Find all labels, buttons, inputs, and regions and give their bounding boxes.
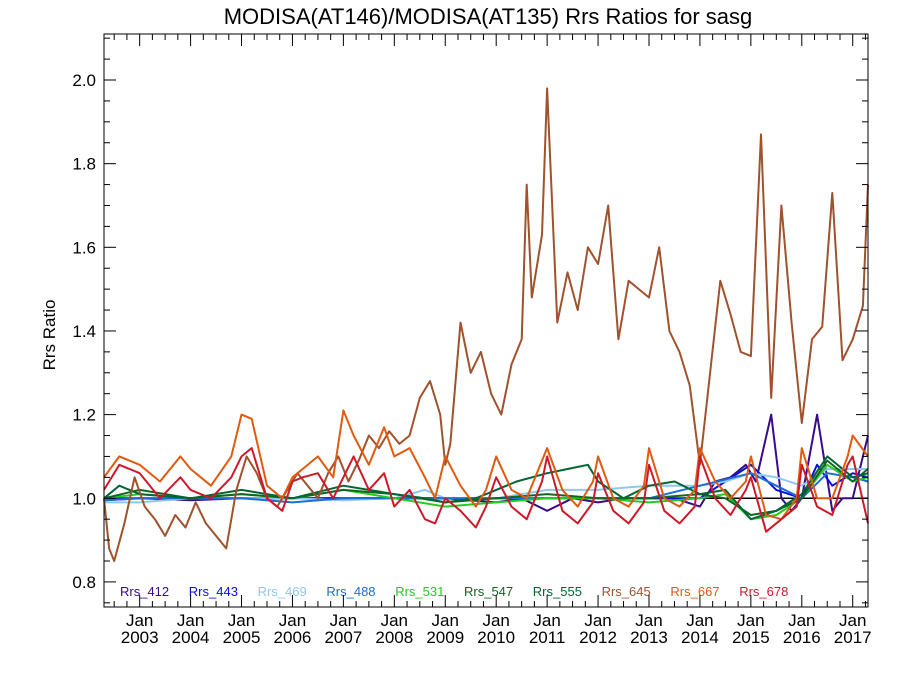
plot-frame: [103, 33, 869, 608]
series-line-rrs-555: [103, 455, 869, 521]
legend-entry-rrs-645: Rrs_645: [602, 584, 651, 599]
x-tick-year-label: 2007: [324, 628, 362, 647]
x-tick-month-label: Jan: [432, 611, 459, 630]
x-tick-year-label: 2013: [630, 628, 668, 647]
x-tick-year-label: 2004: [172, 628, 210, 647]
x-tick-year-label: 2016: [783, 628, 821, 647]
x-tick-month-label: Jan: [788, 611, 815, 630]
x-tick-year-label: 2011: [529, 628, 566, 647]
x-tick-year-label: 2009: [426, 628, 464, 647]
x-tick-year-label: 2003: [121, 628, 159, 647]
legend-entry-rrs-488: Rrs_488: [326, 584, 375, 599]
legend-entry-rrs-667: Rrs_667: [670, 584, 719, 599]
x-tick-month-label: Jan: [584, 611, 611, 630]
x-tick-year-label: 2005: [223, 628, 261, 647]
x-tick-month-label: Jan: [330, 611, 357, 630]
x-tick-month-label: Jan: [533, 611, 560, 630]
legend-entry-rrs-555: Rrs_555: [533, 584, 582, 599]
legend-entry-rrs-469: Rrs_469: [258, 584, 307, 599]
x-tick-month-label: Jan: [839, 611, 866, 630]
x-tick-month-label: Jan: [279, 611, 306, 630]
y-tick-label: 1.0: [72, 489, 96, 508]
x-tick-month-label: Jan: [228, 611, 255, 630]
series-line-rrs-469: [104, 468, 868, 504]
legend-entry-rrs-412: Rrs_412: [120, 584, 169, 599]
y-tick-label: 1.6: [72, 238, 96, 257]
series-line-rrs-667: [103, 409, 869, 521]
legend-entry-rrs-531: Rrs_531: [395, 584, 444, 599]
y-tick-label: 0.8: [72, 573, 96, 592]
x-tick-month-label: Jan: [686, 611, 713, 630]
axes: 0.81.01.21.41.61.82.0Jan2003Jan2004Jan20…: [72, 33, 872, 647]
legend-entry-rrs-443: Rrs_443: [189, 584, 238, 599]
x-tick-month-label: Jan: [635, 611, 662, 630]
x-tick-month-label: Jan: [126, 611, 153, 630]
series-layer: [103, 87, 869, 562]
x-tick-year-label: 2015: [732, 628, 770, 647]
series-line-rrs-645: [103, 87, 869, 562]
x-tick-year-label: 2008: [375, 628, 413, 647]
y-tick-label: 1.2: [72, 406, 96, 425]
y-tick-label: 2.0: [72, 71, 96, 90]
x-tick-year-label: 2014: [681, 628, 719, 647]
y-axis-label: Rrs Ratio: [40, 300, 59, 371]
legend-entry-rrs-678: Rrs_678: [739, 584, 788, 599]
legend: Rrs_412 Rrs_443 Rrs_469 Rrs_488 Rrs_531 Rrs_5…: [120, 584, 788, 599]
y-tick-label: 1.8: [72, 155, 96, 174]
x-tick-month-label: Jan: [737, 611, 764, 630]
x-tick-year-label: 2010: [477, 628, 515, 647]
x-tick-month-label: Jan: [381, 611, 408, 630]
series-line-rrs-678: [103, 447, 869, 533]
y-tick-label: 1.4: [72, 322, 96, 341]
x-tick-year-label: 2006: [274, 628, 312, 647]
x-tick-year-label: 2012: [579, 628, 617, 647]
chart-title: MODISA(AT146)/MODISA(AT135) Rrs Ratios f…: [224, 4, 753, 29]
x-tick-year-label: 2017: [834, 628, 872, 647]
x-tick-month-label: Jan: [482, 611, 509, 630]
x-tick-month-label: Jan: [177, 611, 204, 630]
legend-entry-rrs-547: Rrs_547: [464, 584, 513, 599]
